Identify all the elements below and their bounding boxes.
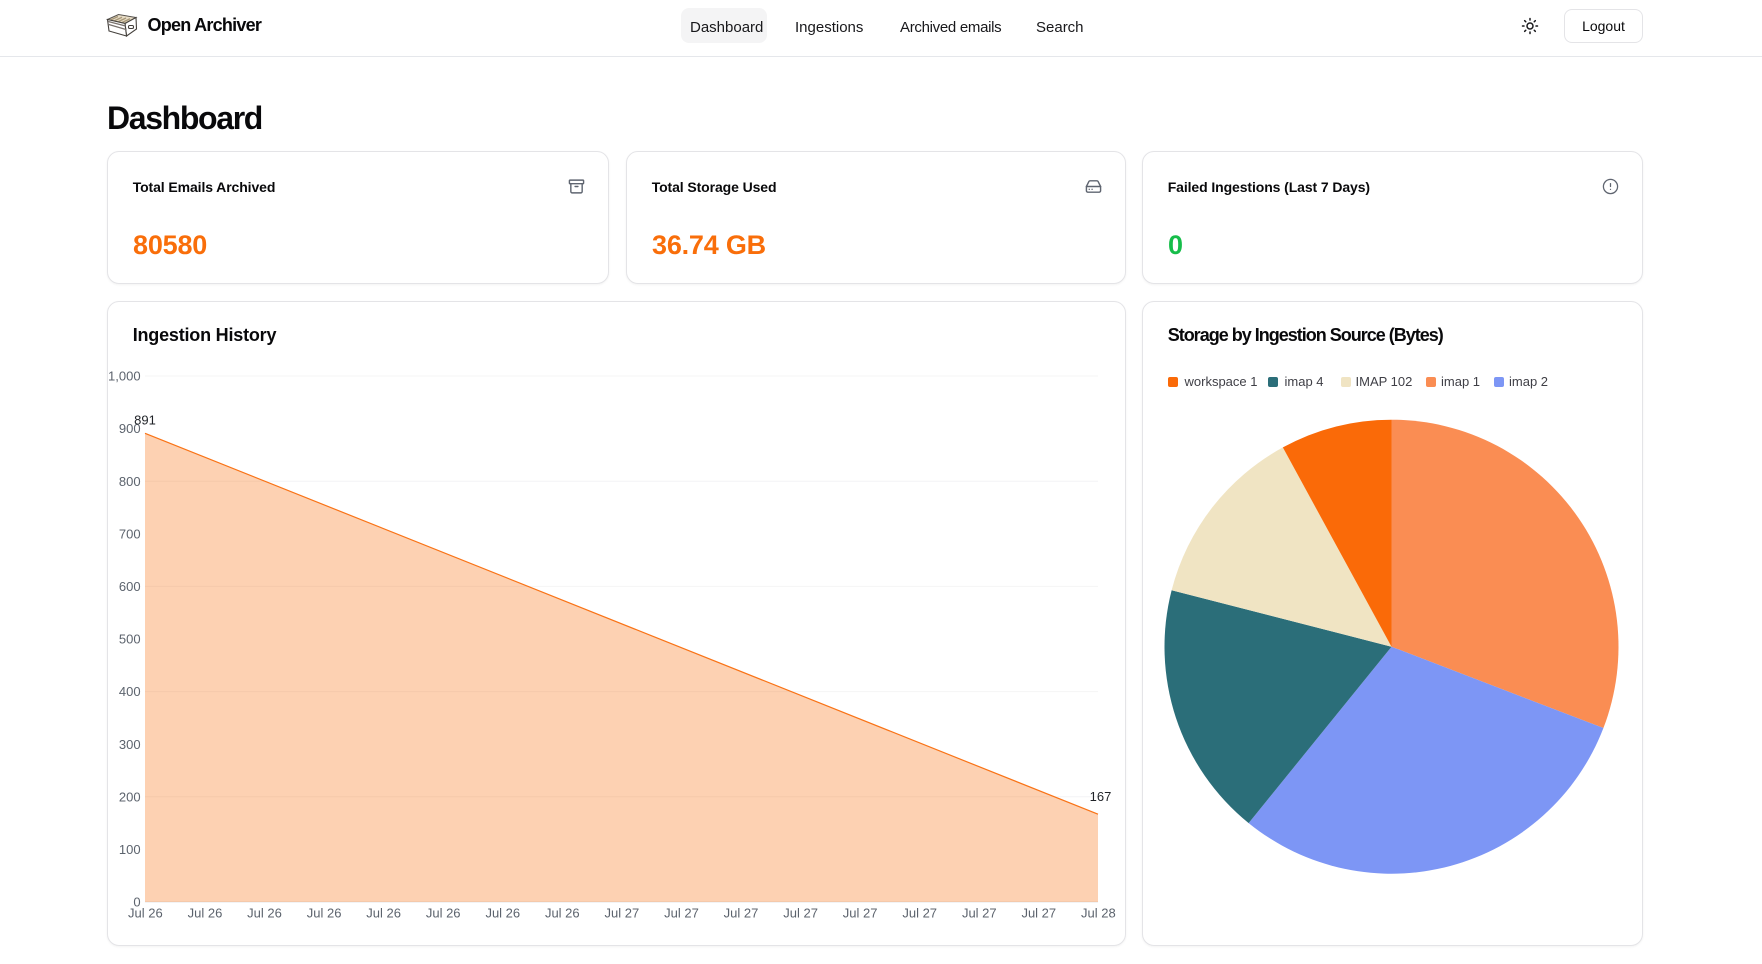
svg-text:Jul 27: Jul 27 (664, 905, 699, 920)
svg-text:400: 400 (119, 684, 141, 699)
svg-text:Jul 28: Jul 28 (1081, 905, 1116, 920)
svg-text:Jul 27: Jul 27 (843, 905, 878, 920)
svg-text:Jul 26: Jul 26 (545, 905, 580, 920)
svg-text:Jul 26: Jul 26 (426, 905, 461, 920)
svg-text:Jul 26: Jul 26 (485, 905, 520, 920)
svg-text:500: 500 (119, 632, 141, 647)
svg-text:Jul 27: Jul 27 (783, 905, 818, 920)
svg-text:Jul 26: Jul 26 (366, 905, 401, 920)
svg-text:Jul 27: Jul 27 (724, 905, 759, 920)
svg-text:Jul 26: Jul 26 (247, 905, 282, 920)
svg-text:Jul 26: Jul 26 (188, 905, 223, 920)
svg-text:Jul 26: Jul 26 (307, 905, 342, 920)
svg-text:1,000: 1,000 (108, 369, 141, 384)
svg-text:700: 700 (119, 526, 141, 541)
svg-text:167: 167 (1090, 789, 1112, 804)
svg-text:200: 200 (119, 789, 141, 804)
svg-text:891: 891 (134, 412, 156, 427)
svg-text:Jul 27: Jul 27 (902, 905, 937, 920)
svg-text:0: 0 (133, 895, 140, 910)
svg-text:300: 300 (119, 737, 141, 752)
svg-text:900: 900 (119, 421, 141, 436)
svg-text:Jul 26: Jul 26 (128, 905, 163, 920)
svg-text:600: 600 (119, 579, 141, 594)
svg-text:Jul 27: Jul 27 (605, 905, 640, 920)
svg-text:Jul 27: Jul 27 (1021, 905, 1056, 920)
svg-text:800: 800 (119, 474, 141, 489)
svg-text:Jul 27: Jul 27 (962, 905, 997, 920)
svg-text:100: 100 (119, 842, 141, 857)
